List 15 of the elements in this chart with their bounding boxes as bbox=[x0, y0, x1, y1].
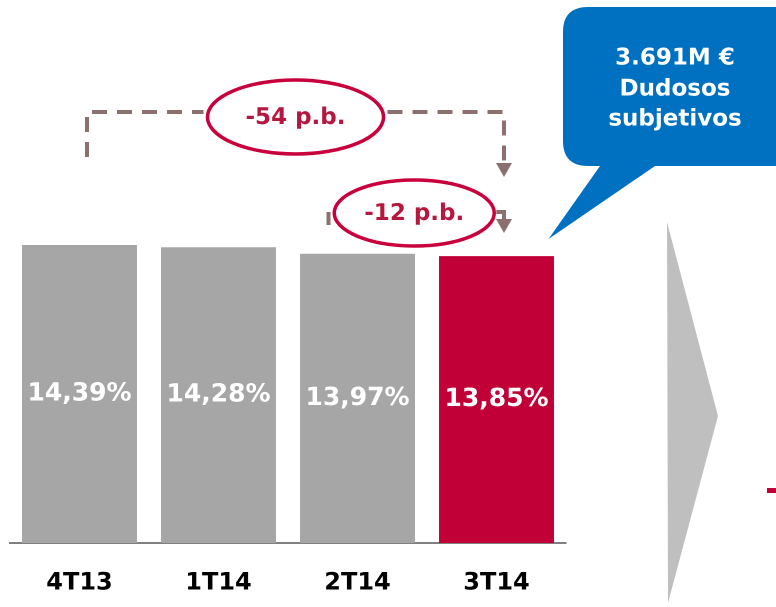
text: 3.691M € Dudosos subjetivos bbox=[608, 43, 742, 134]
x-tick-label: 2T14 bbox=[324, 568, 391, 596]
x-tick-label: 4T13 bbox=[46, 568, 113, 596]
bar bbox=[22, 245, 137, 543]
data-label: 14,39% bbox=[27, 378, 132, 406]
data-label: 13,97% bbox=[305, 382, 410, 411]
data-label: 13,85% bbox=[444, 383, 549, 412]
text: -54 p.b. bbox=[246, 104, 346, 130]
bar bbox=[161, 247, 276, 543]
bar bbox=[300, 254, 415, 543]
data-label: 14,28% bbox=[166, 378, 271, 408]
text: -12 p.b. bbox=[364, 200, 464, 226]
x-tick-label: 1T14 bbox=[185, 568, 252, 596]
x-tick-label: 3T14 bbox=[463, 568, 530, 596]
bar bbox=[439, 256, 554, 543]
